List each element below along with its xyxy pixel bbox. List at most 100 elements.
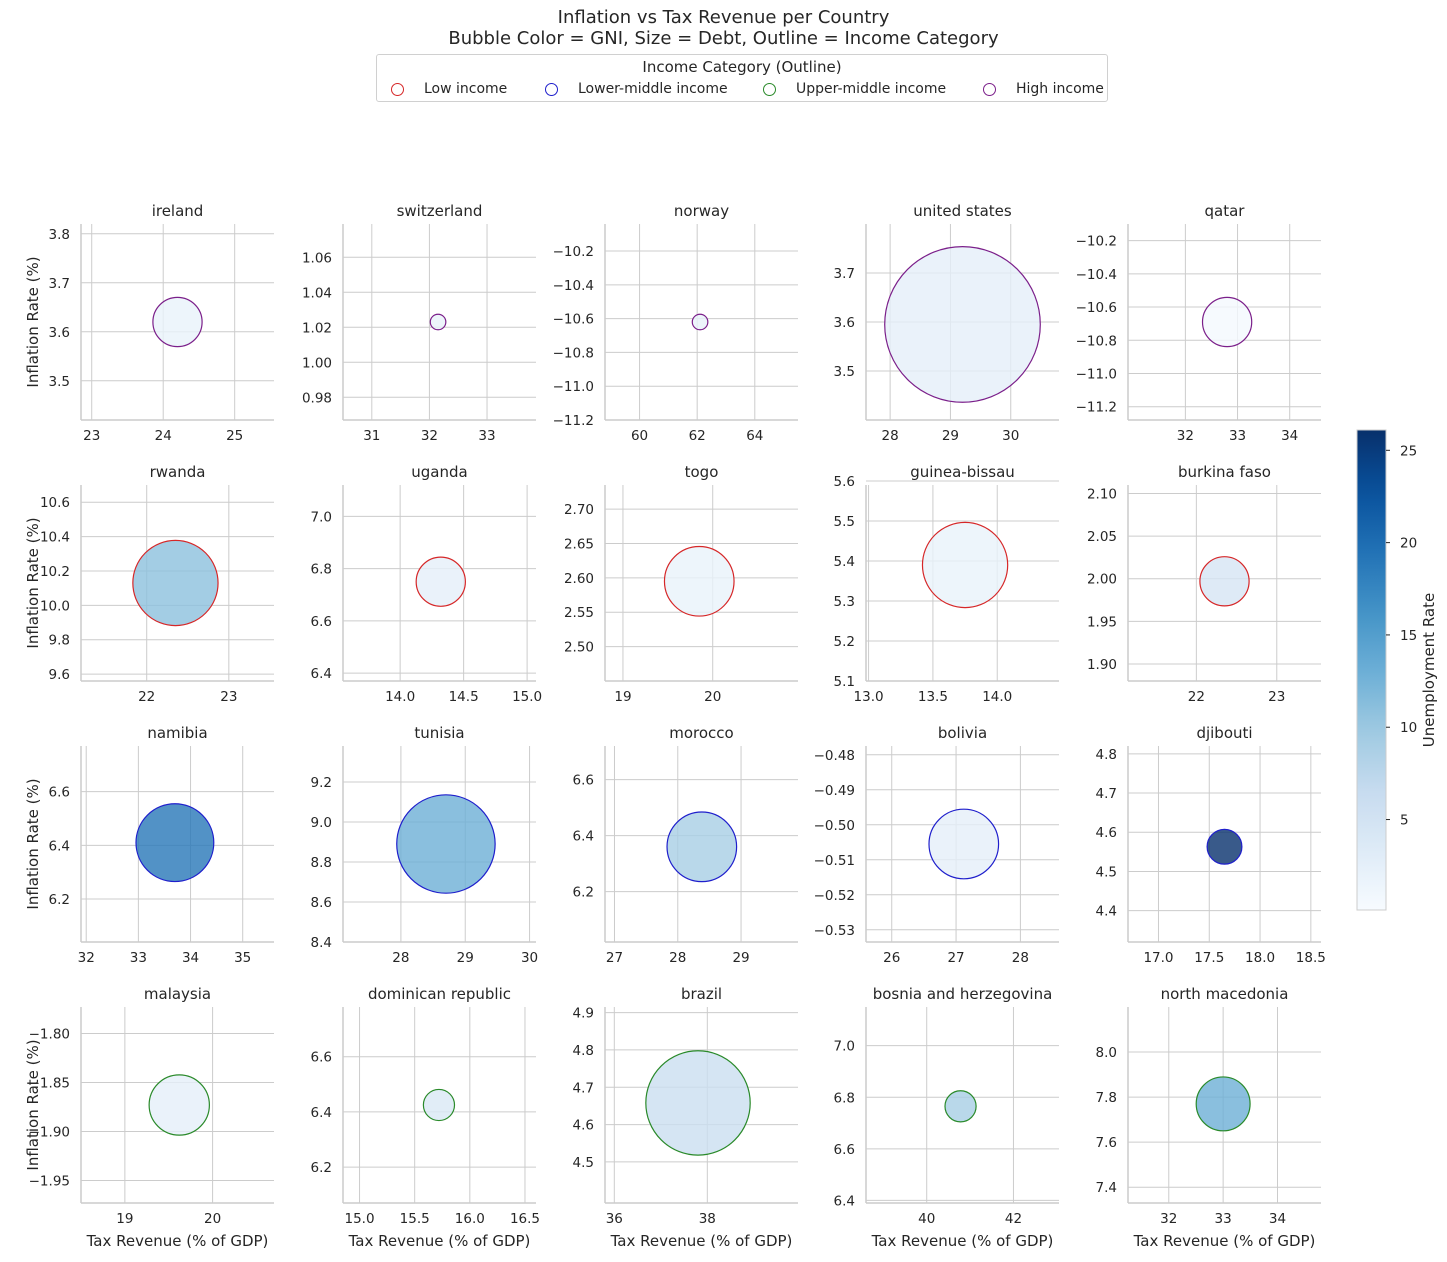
x-tick-label: 64 — [746, 428, 763, 444]
colorbar-tick-label: 15 — [1400, 628, 1417, 644]
x-tick-label: 28 — [1012, 950, 1029, 966]
y-tick-label: 5.2 — [834, 634, 855, 650]
x-tick-label: 33 — [1229, 428, 1246, 444]
y-tick-label: 6.4 — [834, 1193, 855, 1209]
legend-title: Income Category (Outline) — [642, 58, 842, 76]
x-tick-label: 32 — [78, 950, 95, 966]
y-tick-label: 2.60 — [564, 571, 594, 587]
x-tick-label: 13.0 — [854, 689, 884, 705]
y-tick-label: 6.4 — [311, 666, 332, 682]
x-axis-label: Tax Revenue (% of GDP) — [86, 1232, 269, 1250]
x-tick-label: 29 — [457, 950, 474, 966]
chart-title-line1: Inflation vs Tax Revenue per Country — [557, 7, 890, 28]
legend-item-high-income: High income — [983, 79, 1104, 99]
x-tick-label: 14.0 — [385, 689, 415, 705]
bubble-bosnia-and-herzegovina — [944, 1090, 977, 1123]
panel-guinea-bissau: 13.0 13.5 14.0 5.1 5.2 5.3 5.4 5.5 5.6 guinea-bis… — [834, 463, 1059, 705]
panel-title: morocco — [669, 724, 733, 742]
x-tick-label: 15.0 — [512, 689, 542, 705]
panel-dominican-republic: 15.0 15.5 16.0 16.5 6.2 6.4 6.6 dominican repub… — [311, 985, 540, 1250]
y-tick-label: −0.52 — [814, 888, 855, 904]
y-tick-label: 5.6 — [834, 474, 855, 490]
x-tick-label: 62 — [689, 428, 706, 444]
panel-title: united states — [913, 202, 1012, 220]
y-tick-label: −0.48 — [814, 748, 855, 764]
bubble-brazil — [645, 1050, 751, 1156]
x-tick-label: 27 — [947, 950, 964, 966]
x-tick-label: 16.0 — [455, 1211, 485, 1227]
x-axis-label: Tax Revenue (% of GDP) — [610, 1232, 793, 1250]
y-tick-label: −11.0 — [553, 379, 594, 395]
x-tick-label: 38 — [699, 1211, 716, 1227]
x-tick-label: 25 — [226, 428, 243, 444]
y-tick-label: 3.6 — [834, 315, 855, 331]
y-tick-label: 8.8 — [311, 855, 332, 871]
bubble-dominican-republic — [422, 1088, 456, 1122]
y-tick-label: −0.51 — [814, 853, 855, 869]
bubble-tunisia — [396, 794, 496, 894]
y-tick-label: 6.6 — [573, 773, 594, 789]
y-tick-label: 8.0 — [1096, 1045, 1117, 1061]
y-tick-label: 5.3 — [834, 594, 855, 610]
panel-north-macedonia: 32 33 34 7.4 7.6 7.8 8.0 north macedonia Tax Rev… — [1096, 985, 1321, 1250]
legend-label: Low income — [424, 81, 508, 97]
y-tick-label: 2.70 — [564, 502, 594, 518]
colorbar-tick-label: 25 — [1400, 443, 1417, 459]
x-tick-label: 27 — [606, 950, 623, 966]
y-tick-label: 1.06 — [302, 250, 332, 266]
y-tick-label: −10.4 — [553, 278, 594, 294]
y-tick-label: 6.8 — [311, 562, 332, 578]
y-tick-label: 4.5 — [1096, 864, 1117, 880]
legend-label: Lower-middle income — [578, 81, 728, 97]
x-tick-label: 29 — [942, 428, 959, 444]
legend-label: Upper-middle income — [796, 81, 947, 97]
legend-item-low-income: Low income — [391, 79, 507, 99]
y-tick-label: 4.5 — [573, 1155, 594, 1171]
panel-title: uganda — [411, 463, 467, 481]
x-tick-label: 23 — [220, 689, 237, 705]
y-tick-label: 3.7 — [49, 276, 70, 292]
panel-namibia: 32 33 34 35 6.2 6.4 6.6 namibia Inflation Rate (… — [24, 724, 274, 966]
y-tick-label: 6.2 — [49, 892, 70, 908]
x-tick-label: 28 — [669, 950, 686, 966]
y-tick-label: 3.5 — [49, 374, 70, 390]
panel-burkina-faso: 22 23 1.90 1.95 2.00 2.05 2.10 burkina faso — [1087, 463, 1321, 705]
bubble-uganda — [415, 556, 466, 607]
y-tick-label: 4.8 — [573, 1043, 594, 1059]
bubble-switzerland — [429, 313, 447, 331]
y-tick-label: −11.2 — [553, 413, 594, 429]
x-tick-label: 30 — [521, 950, 538, 966]
y-tick-label: −10.4 — [1076, 267, 1117, 283]
y-tick-label: 1.95 — [1087, 614, 1117, 630]
x-tick-label: 28 — [392, 950, 409, 966]
bubble-bolivia — [928, 808, 1000, 880]
legend-marker-lower-middle-income — [545, 82, 558, 96]
y-tick-label: −1.90 — [29, 1124, 70, 1140]
x-tick-label: 33 — [130, 950, 147, 966]
x-tick-label: 29 — [732, 950, 749, 966]
x-tick-label: 14.5 — [449, 689, 479, 705]
y-tick-label: 6.6 — [311, 1050, 332, 1066]
income-legend: Income Category (Outline) Low income Low… — [376, 54, 1108, 102]
y-tick-label: 5.4 — [834, 554, 855, 570]
y-tick-label: −11.2 — [1076, 400, 1117, 416]
y-tick-label: 2.10 — [1087, 487, 1117, 503]
legend-item-upper-middle-income: Upper-middle income — [763, 79, 946, 99]
panel-title: djibouti — [1196, 724, 1252, 742]
x-tick-label: 18.0 — [1245, 950, 1275, 966]
panel-title: tunisia — [414, 724, 464, 742]
x-tick-label: 34 — [182, 950, 199, 966]
y-tick-label: 9.6 — [49, 667, 70, 683]
legend-marker-high-income — [983, 82, 996, 96]
y-tick-label: 6.6 — [834, 1142, 855, 1158]
y-tick-label: −0.50 — [814, 818, 855, 834]
bubble-norway — [691, 313, 709, 331]
panel-title: guinea-bissau — [910, 463, 1015, 481]
y-tick-label: 6.8 — [834, 1090, 855, 1106]
y-tick-label: 9.2 — [311, 775, 332, 791]
bubble-namibia — [135, 803, 215, 883]
x-tick-label: 33 — [1215, 1211, 1232, 1227]
y-tick-label: −10.6 — [1076, 300, 1117, 316]
x-tick-label: 20 — [204, 1211, 221, 1227]
